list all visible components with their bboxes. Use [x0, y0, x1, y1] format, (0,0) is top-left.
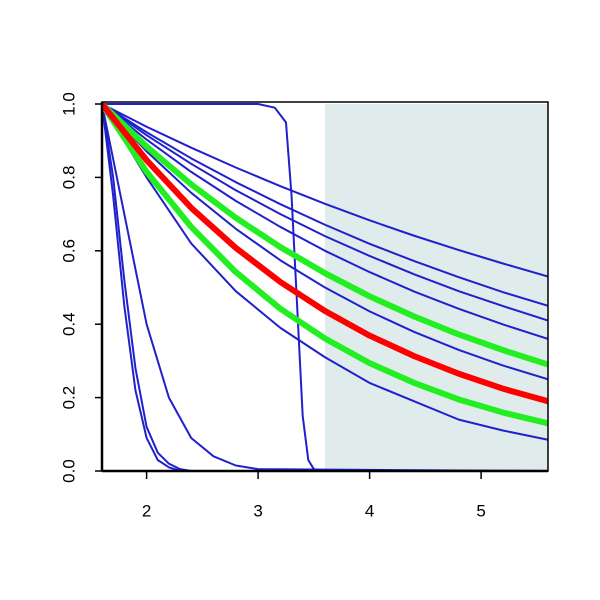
y-tick-label: 0.6: [59, 239, 78, 263]
x-tick-label: 4: [365, 501, 374, 520]
y-tick-label: 0.4: [59, 312, 78, 336]
x-tick-label: 3: [253, 501, 262, 520]
line-series: [102, 102, 548, 368]
line-series: [102, 103, 548, 322]
line-series: [102, 103, 548, 381]
x-tick-label: 2: [142, 501, 151, 520]
line-series: [102, 102, 548, 405]
x-tick-label: 5: [476, 501, 485, 520]
line-series: [102, 103, 548, 472]
y-tick-label: 0.2: [59, 386, 78, 410]
y-tick-label: 0.0: [59, 459, 78, 483]
y-tick-label: 1.0: [59, 92, 78, 116]
line-series: [102, 103, 548, 340]
line-series: [102, 103, 548, 278]
line-series: [102, 102, 548, 427]
line-series: [102, 103, 548, 441]
line-series: [102, 103, 548, 307]
y-tick-label: 0.8: [59, 166, 78, 190]
